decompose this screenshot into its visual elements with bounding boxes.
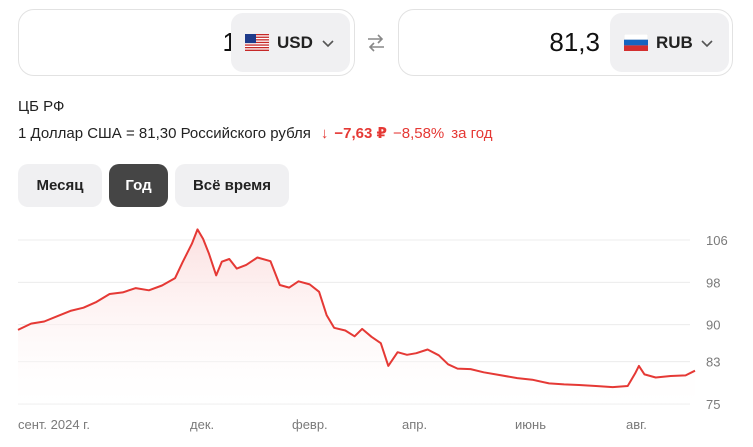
period-year-button[interactable]: Год [109, 164, 168, 207]
rate-chart[interactable]: 106 98 90 83 75 сент. 2024 г. дек. февр. апр. ию… [0, 215, 753, 447]
rate-source: ЦБ РФ [18, 98, 65, 115]
to-amount-box: RUB [398, 9, 733, 76]
rate-text: 1 Доллар США = 81,30 Российского рубля [18, 125, 311, 142]
chart-line [17, 228, 696, 389]
y-tick-label: 90 [706, 318, 720, 333]
from-currency-select[interactable]: USD [231, 13, 350, 72]
arrow-down-icon: ↓ [320, 125, 329, 142]
y-tick-label: 75 [706, 397, 720, 412]
ru-flag-icon [624, 34, 648, 51]
to-currency-select[interactable]: RUB [610, 13, 729, 72]
change-absolute: −7,63 ₽ [334, 125, 387, 142]
x-tick-label: сент. 2024 г. [18, 417, 90, 432]
change-period: за год [451, 125, 493, 142]
chart-area [18, 229, 695, 404]
to-amount-input[interactable] [409, 10, 600, 75]
x-tick-label: авг. [626, 417, 647, 432]
from-currency-code: USD [277, 32, 313, 52]
rate-summary: 1 Доллар США = 81,30 Российского рубля ↓ −… [18, 124, 493, 142]
x-tick-label: дек. [190, 417, 214, 432]
x-tick-label: июнь [515, 417, 546, 432]
period-all-time-button[interactable]: Всё время [175, 164, 289, 207]
y-tick-label: 98 [706, 275, 720, 290]
period-month-button[interactable]: Месяц [18, 164, 102, 207]
change-percent: −8,58% [392, 125, 445, 142]
chevron-down-icon [701, 40, 713, 48]
x-tick-label: февр. [292, 417, 328, 432]
from-amount-input[interactable] [29, 10, 237, 75]
us-flag-icon [245, 34, 269, 51]
chevron-down-icon [322, 40, 334, 48]
to-currency-code: RUB [656, 32, 693, 52]
x-tick-label: апр. [402, 417, 427, 432]
from-amount-box: USD [18, 9, 355, 76]
swap-arrows-icon[interactable] [366, 33, 386, 53]
y-tick-label: 83 [706, 355, 720, 370]
y-tick-label: 106 [706, 233, 728, 248]
